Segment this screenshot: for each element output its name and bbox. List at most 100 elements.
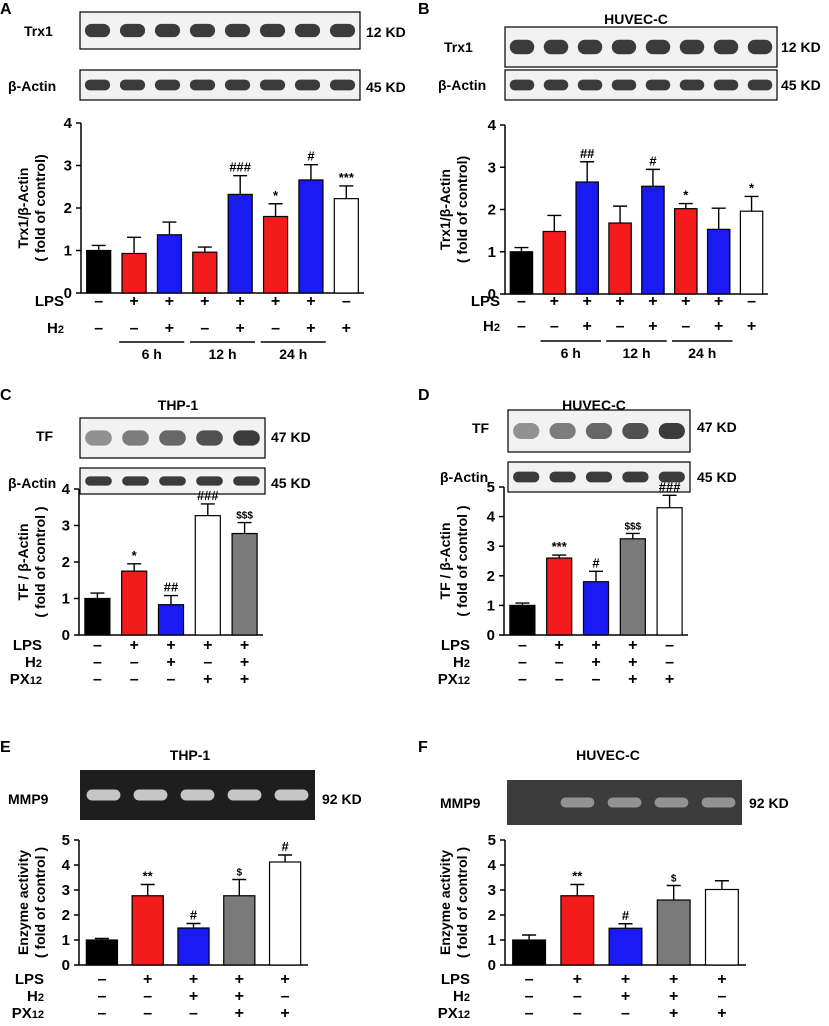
significance-marker: #	[190, 908, 198, 923]
y-axis-label: Trx1/β-Actin( fold of control)	[437, 156, 470, 263]
bar-1	[546, 557, 573, 636]
blot-band	[513, 423, 540, 439]
y-tick-label: 2	[488, 202, 496, 219]
condition-sign: –	[167, 671, 176, 688]
blot-band	[577, 79, 603, 91]
blot-protein-label: β-Actin	[438, 77, 486, 93]
time-group-label: 12 h	[622, 345, 650, 361]
condition-sign: +	[717, 1005, 726, 1022]
y-tick-label: 1	[487, 597, 495, 614]
y-tick-label: 1	[488, 244, 496, 261]
error-bar-1	[570, 883, 585, 896]
blot-band	[658, 423, 685, 439]
blot-mw-label: 92 KD	[322, 791, 362, 807]
significance-marker: ***	[339, 170, 355, 185]
condition-name: H	[453, 654, 464, 671]
error-bar-4	[237, 521, 252, 534]
blot-band	[227, 789, 262, 801]
y-tick-label: 0	[488, 286, 496, 303]
error-bar-1	[552, 554, 567, 559]
significance-marker: **	[572, 869, 583, 884]
condition-sign: –	[94, 320, 103, 337]
significance-marker: #	[307, 149, 315, 164]
time-group-label: 12 h	[208, 346, 236, 362]
condition-sign: –	[573, 988, 582, 1005]
y-axis-label-line: Enzyme activity	[437, 850, 453, 955]
blot-band	[701, 797, 736, 808]
condition-label: LPS	[15, 971, 44, 988]
error-bar-7	[744, 195, 759, 212]
condition-sign: +	[235, 971, 244, 988]
condition-label: H2	[453, 654, 470, 671]
blot-mw-label: 12 KD	[781, 39, 821, 55]
blot-band	[259, 23, 286, 38]
condition-sign: –	[525, 971, 534, 988]
condition-label: PX12	[12, 1005, 44, 1022]
y-tick-label: 4	[62, 481, 71, 498]
bar-5	[262, 215, 289, 294]
error-bar-4	[645, 168, 660, 187]
condition-sign: –	[143, 1005, 152, 1022]
y-tick-label: 3	[62, 882, 70, 899]
blot-band	[294, 23, 321, 38]
condition-sign: +	[165, 320, 174, 337]
condition-sign: –	[97, 1005, 106, 1022]
error-bar-3	[613, 205, 628, 224]
condition-sign: +	[306, 293, 315, 310]
blot-band	[543, 39, 569, 55]
significance-marker: *	[749, 180, 755, 195]
bar-2	[157, 604, 185, 636]
condition-label: PX12	[10, 671, 42, 688]
bar-4	[704, 888, 739, 966]
y-axis-label-line: ( fold of control )	[454, 505, 470, 616]
blot-band	[560, 797, 595, 808]
condition-sign: +	[628, 654, 637, 671]
bar-0	[509, 251, 534, 295]
condition-sign: +	[714, 318, 723, 335]
time-group-label: 6 h	[561, 345, 581, 361]
condition-name: LPS	[13, 637, 42, 654]
blot-band	[329, 23, 356, 38]
bar-3	[656, 899, 691, 966]
condition-sign: –	[573, 1005, 582, 1022]
error-bar-6	[711, 207, 726, 230]
condition-sign: +	[648, 293, 657, 310]
y-tick-label: 0	[62, 957, 70, 974]
blot-band	[122, 430, 149, 446]
condition-sign: +	[306, 320, 315, 337]
blot-band	[607, 797, 642, 808]
blot-protein-label: TF	[36, 428, 54, 444]
y-axis-label-line: Trx1/β-Actin	[437, 169, 453, 250]
condition-label: H2	[27, 988, 44, 1005]
condition-sign: +	[129, 293, 138, 310]
condition-sign: +	[342, 320, 351, 337]
blot-band	[513, 471, 540, 483]
error-bar-4	[233, 175, 248, 195]
blot-band	[119, 23, 146, 38]
blot-mw-label: 45 KD	[697, 469, 737, 485]
condition-name: H	[453, 988, 464, 1005]
y-axis-label-line: ( fold of control )	[32, 506, 48, 617]
blot-band	[274, 789, 309, 801]
condition-label: H2	[25, 654, 42, 671]
error-bar-3	[625, 532, 640, 539]
bar-4	[227, 193, 253, 294]
condition-sign: –	[555, 671, 564, 688]
condition-sign: –	[518, 654, 527, 671]
y-axis-label-line: TF / β-Actin	[15, 524, 31, 601]
condition-sign: +	[681, 293, 690, 310]
y-axis-label-line: ( fold of control )	[32, 847, 48, 958]
blot-band	[159, 476, 186, 486]
condition-sign: –	[717, 988, 726, 1005]
condition-sign: +	[628, 671, 637, 688]
condition-subscript: 2	[36, 658, 42, 670]
condition-sign: +	[583, 318, 592, 335]
panel-letter: D	[418, 387, 430, 404]
y-axis-label-line: TF / β-Actin	[437, 523, 453, 600]
y-tick-label: 2	[62, 554, 70, 571]
bar-4	[268, 861, 302, 966]
y-tick-label: 3	[487, 538, 495, 555]
blot-mw-label: 45 KD	[366, 79, 406, 95]
error-bar-3	[666, 884, 681, 900]
